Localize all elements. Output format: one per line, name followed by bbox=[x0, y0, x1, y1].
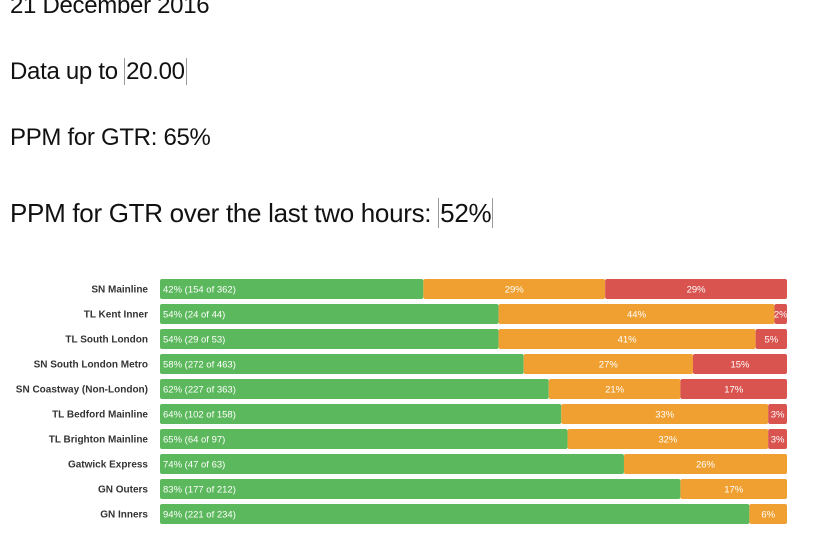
bar-label-late: 21% bbox=[605, 385, 625, 396]
bar-label-very-late: 17% bbox=[724, 385, 744, 396]
data-up-to-value: 20.00 bbox=[124, 58, 187, 85]
bar-label-on-time: 65% (64 of 97) bbox=[163, 435, 225, 446]
bar-label-late: 26% bbox=[696, 460, 716, 471]
bar-segment-on-time bbox=[160, 354, 524, 374]
bar-segment-late bbox=[561, 404, 769, 424]
ppm-gtr: PPM for GTR: 65% bbox=[10, 124, 211, 151]
bar-segment-late bbox=[749, 504, 787, 524]
bar-label-on-time: 64% (102 of 158) bbox=[163, 410, 236, 421]
bar-label-late: 6% bbox=[761, 510, 775, 521]
bar-segment-on-time bbox=[160, 504, 750, 524]
bar-label-on-time: 74% (47 of 63) bbox=[163, 460, 225, 471]
bar-segment-on-time bbox=[160, 329, 499, 349]
bar-segment-very-late bbox=[605, 279, 787, 299]
bar-segment-late bbox=[498, 304, 775, 324]
bar-segment-on-time bbox=[160, 454, 624, 474]
bar-segment-very-late bbox=[692, 354, 787, 374]
category-label: GN Inners bbox=[100, 510, 148, 521]
bar-label-late: 33% bbox=[655, 410, 675, 421]
bar-segment-on-time bbox=[160, 404, 562, 424]
bar-segment-very-late bbox=[680, 379, 787, 399]
bar-segment-on-time bbox=[160, 479, 681, 499]
category-label: SN South London Metro bbox=[34, 360, 148, 371]
bar-label-on-time: 54% (29 of 53) bbox=[163, 335, 225, 346]
bar-segment-late bbox=[423, 279, 606, 299]
bar-label-on-time: 94% (221 of 234) bbox=[163, 510, 236, 521]
bar-segment-late bbox=[523, 354, 693, 374]
bar-segment-late bbox=[548, 379, 681, 399]
ppm-last-two-hours-value: 52% bbox=[438, 198, 494, 228]
bar-segment-on-time bbox=[160, 429, 568, 449]
report-date: 21 December 2016 bbox=[10, 0, 210, 19]
bar-label-late: 27% bbox=[599, 360, 619, 371]
category-label: Gatwick Express bbox=[68, 460, 148, 471]
bar-segment-very-late bbox=[768, 429, 787, 449]
bar-segment-very-late bbox=[774, 304, 787, 324]
bar-segment-late bbox=[567, 429, 769, 449]
bar-segment-on-time bbox=[160, 379, 549, 399]
bar-label-on-time: 62% (227 of 363) bbox=[163, 385, 236, 396]
bar-label-very-late: 15% bbox=[730, 360, 750, 371]
category-label: TL Brighton Mainline bbox=[49, 435, 149, 446]
bar-segment-on-time bbox=[160, 304, 499, 324]
bar-label-on-time: 83% (177 of 212) bbox=[163, 485, 236, 496]
bar-label-on-time: 54% (24 of 44) bbox=[163, 310, 225, 321]
bar-segment-late bbox=[623, 454, 787, 474]
ppm-stacked-bar-chart: SN Mainline 42% (154 of 362) 29% 29% TL Kent… bbox=[16, 279, 788, 524]
bar-label-late: 32% bbox=[658, 435, 678, 446]
bar-segment-late bbox=[498, 329, 756, 349]
bar-label-late: 41% bbox=[618, 335, 638, 346]
bar-segment-very-late bbox=[755, 329, 787, 349]
bar-segment-on-time bbox=[160, 279, 424, 299]
category-label: TL South London bbox=[65, 335, 148, 346]
category-label: SN Coastway (Non-London) bbox=[16, 385, 148, 396]
data-up-to-label: Data up to bbox=[10, 58, 125, 85]
bar-label-late: 29% bbox=[505, 285, 525, 296]
bar-label-late: 17% bbox=[724, 485, 744, 496]
ppm-last-two-hours-line: PPM for GTR over the last two hours: 52% bbox=[10, 198, 494, 229]
bar-label-very-late: 3% bbox=[771, 435, 785, 446]
bar-label-on-time: 58% (272 of 463) bbox=[163, 360, 236, 371]
bar-segment-very-late bbox=[768, 404, 787, 424]
data-up-to-line: Data up to 20.00 bbox=[10, 58, 187, 86]
bar-segment-late bbox=[680, 479, 787, 499]
category-label: GN Outers bbox=[98, 485, 148, 496]
bar-label-very-late: 29% bbox=[687, 285, 707, 296]
category-label: TL Bedford Mainline bbox=[52, 410, 148, 421]
bar-label-very-late: 5% bbox=[764, 335, 778, 346]
category-label: TL Kent Inner bbox=[84, 310, 148, 321]
bar-label-late: 44% bbox=[627, 310, 647, 321]
bar-label-very-late: 2% bbox=[774, 310, 788, 321]
bar-label-very-late: 3% bbox=[771, 410, 785, 421]
ppm-last-two-hours-label: PPM for GTR over the last two hours: bbox=[10, 198, 439, 228]
bar-label-on-time: 42% (154 of 362) bbox=[163, 285, 236, 296]
category-label: SN Mainline bbox=[91, 285, 148, 296]
